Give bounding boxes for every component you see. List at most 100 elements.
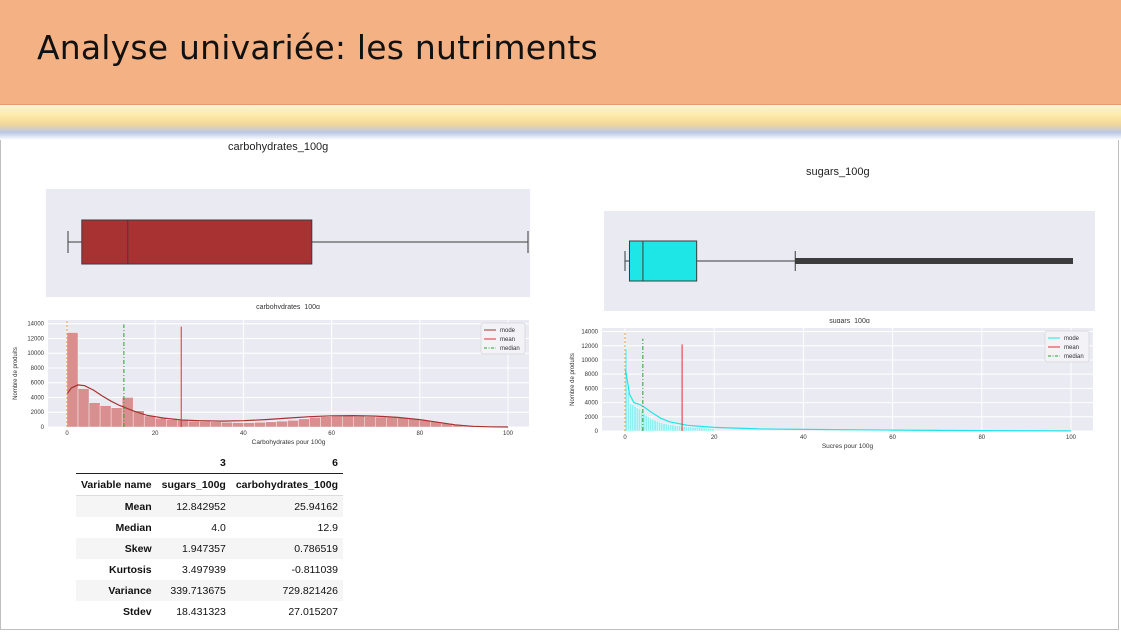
table-cell: 12.842952 bbox=[176, 500, 226, 513]
x-tick-label: 40 bbox=[800, 435, 807, 441]
y-tick-label: 4000 bbox=[31, 395, 45, 401]
carb-chart-title: carbohydrates_100g bbox=[228, 141, 329, 153]
legend-label: mode bbox=[500, 328, 516, 334]
histogram-bar bbox=[656, 421, 659, 432]
y-tick-label: 6000 bbox=[585, 386, 599, 392]
x-axis-label: carbohydrates_100g bbox=[256, 304, 320, 309]
histogram-bar bbox=[638, 408, 641, 432]
histogram-bar bbox=[707, 428, 710, 432]
outliers bbox=[795, 258, 1073, 264]
histogram-bar bbox=[653, 420, 657, 432]
histogram-bar bbox=[353, 416, 365, 428]
histogram-bar bbox=[364, 416, 376, 428]
histogram-bar bbox=[664, 423, 668, 432]
table-cell: 18.431323 bbox=[176, 605, 226, 618]
table-row: Skew 1.947357 0.786519 bbox=[76, 538, 343, 559]
slide-header: Analyse univariée: les nutriments bbox=[0, 0, 1121, 105]
histogram-bar bbox=[77, 388, 90, 428]
histogram-bar bbox=[298, 418, 310, 428]
histogram-bar bbox=[143, 415, 156, 428]
histogram-bar bbox=[309, 417, 321, 428]
histogram-bar bbox=[221, 422, 233, 428]
histogram-bar bbox=[375, 416, 387, 428]
kde-line bbox=[624, 368, 1072, 432]
table-cell: 25.94162 bbox=[294, 500, 338, 513]
x-tick-label: 60 bbox=[889, 435, 896, 441]
legend-label: mean bbox=[1064, 345, 1079, 351]
y-tick-label: 10000 bbox=[581, 358, 598, 364]
y-tick-label: 8000 bbox=[31, 366, 45, 372]
legend-box bbox=[480, 322, 526, 355]
slide-title: Analyse univariée: les nutriments bbox=[37, 28, 598, 67]
histogram-bar bbox=[627, 391, 630, 432]
stats-table: 3 6 Variable name sugars_100g carbohydra… bbox=[76, 452, 343, 622]
histogram-bar bbox=[705, 427, 708, 432]
histogram-bar bbox=[693, 427, 697, 432]
legend-label: mean bbox=[500, 337, 515, 343]
histogram-bar bbox=[635, 407, 639, 432]
histogram-bar bbox=[110, 407, 123, 428]
histogram-bar bbox=[696, 427, 699, 432]
table-row: Stdev 18.431323 27.015207 bbox=[76, 601, 343, 622]
table-row: Kurtosis 3.497939 -0.811039 bbox=[76, 559, 343, 580]
table-corner bbox=[76, 452, 157, 474]
y-tick-label: 12000 bbox=[27, 336, 44, 342]
column-header: 3 bbox=[156, 452, 231, 474]
histogram-bar bbox=[166, 419, 178, 428]
x-tick-label: 100 bbox=[503, 431, 514, 437]
histogram-bar bbox=[88, 402, 101, 428]
content-frame bbox=[0, 140, 1119, 630]
sugar-histogram: 0 2000 4000 6000 8000 10000 12000 14000 0 20 40 60 8… bbox=[570, 328, 1093, 450]
x-axis-label: Sucres pour 100g bbox=[822, 443, 874, 450]
y-tick-label: 8000 bbox=[585, 372, 599, 378]
histogram-bar bbox=[199, 421, 211, 428]
histogram-bar bbox=[631, 404, 635, 432]
row-label: Mean bbox=[124, 500, 152, 513]
histogram-bar bbox=[667, 424, 670, 432]
histogram-bar bbox=[121, 397, 134, 428]
column-header: 6 bbox=[230, 452, 343, 474]
histogram-bar bbox=[210, 421, 222, 428]
x-axis-label: sugars_100g bbox=[829, 318, 870, 323]
histogram-bar bbox=[386, 417, 398, 428]
histogram-bar bbox=[287, 420, 299, 428]
histogram-bar bbox=[633, 405, 637, 432]
row-label: Skew bbox=[124, 542, 152, 555]
carb-boxplot: carbohydrates_100g bbox=[46, 189, 530, 309]
histogram-bar bbox=[673, 425, 677, 432]
table-cell: 4.0 bbox=[211, 521, 226, 534]
y-tick-label: 2000 bbox=[585, 415, 599, 421]
histogram-bar bbox=[698, 427, 702, 432]
variable-name-cell: carbohydrates_100g bbox=[230, 473, 343, 496]
histogram-bar bbox=[408, 418, 420, 428]
y-axis-label: Nombre de produits bbox=[570, 353, 576, 406]
histogram-bar bbox=[243, 422, 255, 428]
y-tick-label: 0 bbox=[595, 429, 599, 435]
histogram-bar bbox=[709, 428, 713, 432]
row-label: Stdev bbox=[123, 605, 152, 618]
histogram-bar bbox=[660, 422, 664, 432]
histogram-bar bbox=[702, 427, 706, 432]
table-row: Variance 339.713675 729.821426 bbox=[76, 580, 343, 601]
box bbox=[81, 219, 313, 265]
table-cell: 1.947357 bbox=[182, 542, 226, 555]
y-tick-label: 14000 bbox=[581, 330, 598, 336]
sugar-chart-title: sugars_100g bbox=[806, 166, 870, 178]
x-tick-label: 60 bbox=[328, 431, 335, 437]
y-tick-label: 10000 bbox=[27, 351, 44, 357]
sugar-boxplot: sugars_100g bbox=[604, 211, 1095, 323]
histogram-bar bbox=[99, 405, 112, 428]
y-tick-label: 0 bbox=[41, 425, 45, 431]
table-cell: 339.713675 bbox=[170, 584, 226, 597]
row-label: Median bbox=[115, 521, 152, 534]
x-tick-label: 80 bbox=[978, 435, 985, 441]
histogram-bar bbox=[232, 422, 244, 428]
table-cell: -0.811039 bbox=[291, 563, 338, 576]
box bbox=[628, 240, 698, 282]
histogram-bar bbox=[669, 424, 673, 432]
carb-histogram: 0 2000 4000 6000 8000 10000 12000 14000 0 20 40 60 8… bbox=[13, 320, 529, 446]
histogram-bar bbox=[397, 417, 409, 428]
x-tick-label: 0 bbox=[65, 431, 69, 437]
table-cell: 3.497939 bbox=[182, 563, 226, 576]
legend-label: mode bbox=[1064, 336, 1080, 342]
